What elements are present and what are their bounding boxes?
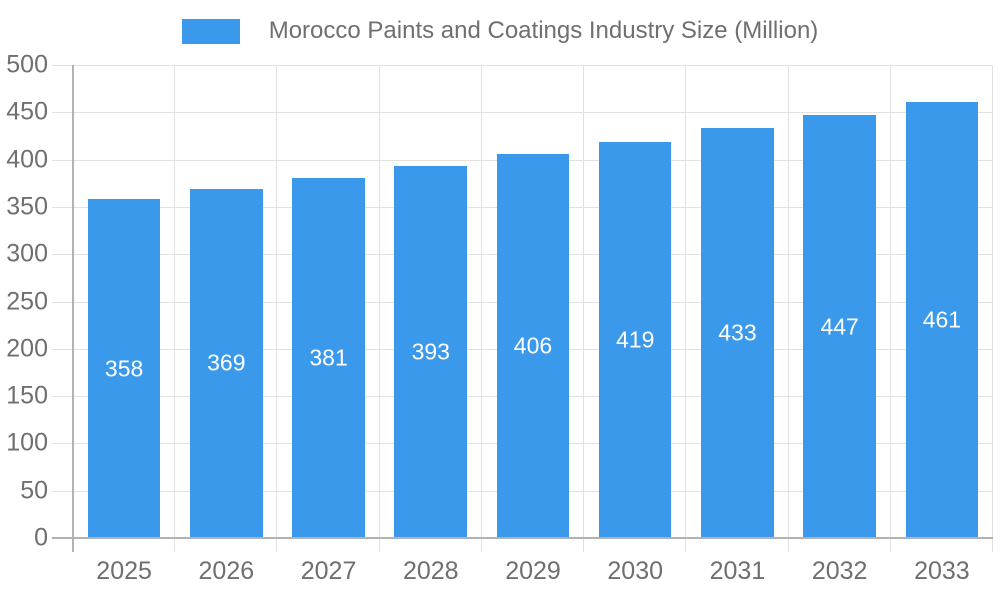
legend-label[interactable]: Morocco Paints and Coatings Industry Siz… bbox=[268, 17, 819, 44]
y-axis-tick-label: 300 bbox=[6, 239, 48, 268]
x-axis-tick-label: 2028 bbox=[402, 557, 459, 585]
bar-value-label: 461 bbox=[922, 306, 962, 333]
bar-value-label: 406 bbox=[513, 332, 553, 359]
y-axis-tick-label: 200 bbox=[6, 334, 48, 363]
y-axis-tick-label: 350 bbox=[6, 192, 48, 221]
x-axis-tick-label: 2030 bbox=[607, 557, 664, 585]
bar-2028[interactable]: 393 bbox=[394, 166, 468, 538]
legend-swatch[interactable] bbox=[181, 18, 240, 44]
x-axis-tick-label: 2027 bbox=[300, 557, 357, 585]
y-axis-line bbox=[72, 65, 74, 552]
bar-2030[interactable]: 419 bbox=[598, 141, 672, 538]
bar-2029[interactable]: 406 bbox=[496, 153, 570, 538]
gridline-x-4 bbox=[480, 65, 482, 552]
gridline-y-450 bbox=[52, 112, 993, 114]
bar-2031[interactable]: 433 bbox=[701, 128, 774, 538]
bar-value-label: 447 bbox=[820, 313, 859, 340]
bar-value-label: 381 bbox=[309, 344, 348, 371]
plot-area: 358 369 381 393 406 419 433 447 461 bbox=[52, 65, 993, 552]
bar-value-label: 369 bbox=[207, 349, 246, 376]
bar-2033[interactable]: 461 bbox=[905, 101, 979, 538]
y-axis-tick-label: 0 bbox=[34, 523, 48, 552]
x-axis-tick-label: 2029 bbox=[505, 557, 561, 585]
bar-2026[interactable]: 369 bbox=[190, 188, 263, 538]
y-axis-tick-label: 250 bbox=[6, 287, 48, 315]
bar-2032[interactable]: 447 bbox=[803, 115, 876, 538]
gridline-x-8 bbox=[889, 65, 891, 552]
bar-value-label: 419 bbox=[616, 326, 655, 353]
gridline-x-7 bbox=[787, 65, 789, 552]
bar-value-label: 393 bbox=[411, 338, 450, 365]
x-axis-labels: 2025 2026 2027 2028 2029 2030 2031 2032 2033 bbox=[73, 557, 993, 592]
bar-value-label: 433 bbox=[718, 319, 757, 346]
gridline-x-9 bbox=[992, 65, 993, 552]
bar-2025[interactable]: 358 bbox=[87, 199, 161, 538]
y-axis-tick-label: 400 bbox=[6, 145, 48, 174]
gridline-x-3 bbox=[378, 65, 380, 552]
gridline-x-1 bbox=[174, 65, 176, 552]
gridline-x-6 bbox=[685, 65, 687, 552]
y-axis-tick-label: 150 bbox=[6, 381, 48, 410]
x-axis-tick-label: 2033 bbox=[914, 557, 970, 585]
legend: Morocco Paints and Coatings Industry Siz… bbox=[0, 17, 1000, 45]
y-axis-tick-label: 100 bbox=[6, 428, 48, 457]
y-axis-tick-label: 500 bbox=[6, 50, 48, 79]
bar-2027[interactable]: 381 bbox=[292, 177, 365, 538]
y-axis-tick-label: 50 bbox=[20, 476, 48, 505]
x-axis-line bbox=[52, 537, 993, 539]
gridline-y-500 bbox=[52, 65, 993, 66]
bar-value-label: 358 bbox=[104, 355, 144, 382]
gridline-x-5 bbox=[583, 65, 585, 552]
y-axis-tick-label: 450 bbox=[6, 97, 48, 126]
x-axis-tick-label: 2025 bbox=[96, 557, 152, 585]
x-axis-tick-label: 2026 bbox=[198, 557, 255, 585]
x-axis-tick-label: 2032 bbox=[811, 557, 868, 585]
gridline-x-2 bbox=[276, 65, 278, 552]
x-axis-tick-label: 2031 bbox=[709, 557, 766, 585]
y-axis-labels: 0 50 100 150 200 250 300 350 400 450 500 bbox=[0, 52, 48, 550]
